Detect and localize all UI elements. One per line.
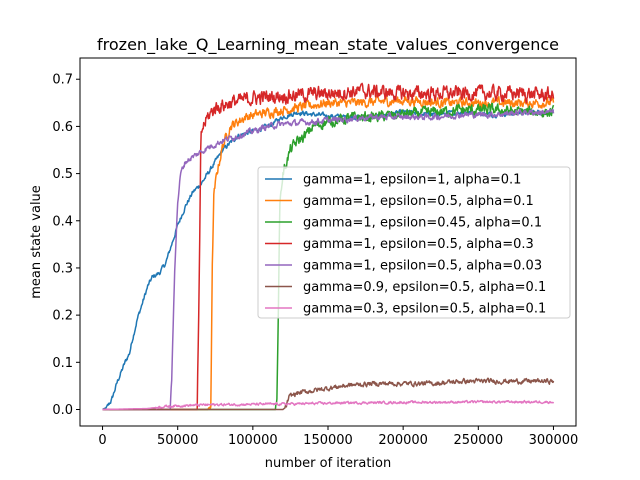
y-tick-label: 0.1: [52, 356, 73, 371]
series-line-4: [102, 108, 555, 411]
y-tick-label: 0.7: [52, 73, 73, 88]
series-line-5: [102, 377, 555, 411]
x-axis: 0 50000 100000 150000 200000 250000 300000: [98, 426, 578, 448]
x-tick-label: 150000: [303, 433, 353, 448]
y-tick-label: 0.3: [52, 261, 73, 276]
y-tick-label: 0.5: [52, 167, 73, 182]
legend-box: [257, 166, 571, 319]
y-tick-label: 0.0: [52, 403, 73, 418]
y-tick-label: 0.4: [52, 214, 73, 229]
legend-entry: gamma=1, epsilon=1, alpha=0.1: [303, 173, 521, 188]
legend-entry: gamma=0.3, epsilon=0.5, alpha=0.1: [303, 302, 546, 317]
legend-entry: gamma=1, epsilon=0.5, alpha=0.03: [303, 259, 542, 274]
x-axis-label: number of iteration: [265, 456, 391, 471]
x-tick-label: 50000: [157, 433, 198, 448]
y-tick-label: 0.6: [52, 120, 73, 135]
x-tick-label: 100000: [228, 433, 278, 448]
x-tick-label: 200000: [378, 433, 428, 448]
legend-entry: gamma=1, epsilon=0.5, alpha=0.1: [303, 194, 534, 209]
y-axis-label: mean state value: [29, 185, 44, 299]
x-tick-label: 300000: [529, 433, 579, 448]
x-tick-label: 0: [98, 433, 106, 448]
series-line-6: [102, 399, 555, 411]
legend-entry: gamma=0.9, epsilon=0.5, alpha=0.1: [303, 280, 546, 295]
y-axis: 0.0 0.1 0.2 0.3 0.4 0.5 0.6 0.7: [52, 73, 80, 418]
legend-entry: gamma=1, epsilon=0.45, alpha=0.1: [303, 216, 542, 231]
legend: gamma=1, epsilon=1, alpha=0.1 gamma=1, ep…: [257, 166, 571, 319]
plot-area: [102, 82, 555, 411]
legend-entry: gamma=1, epsilon=0.5, alpha=0.3: [303, 237, 534, 252]
chart-title: frozen_lake_Q_Learning_mean_state_values…: [97, 35, 559, 55]
x-tick-label: 250000: [453, 433, 503, 448]
y-tick-label: 0.2: [52, 309, 73, 324]
